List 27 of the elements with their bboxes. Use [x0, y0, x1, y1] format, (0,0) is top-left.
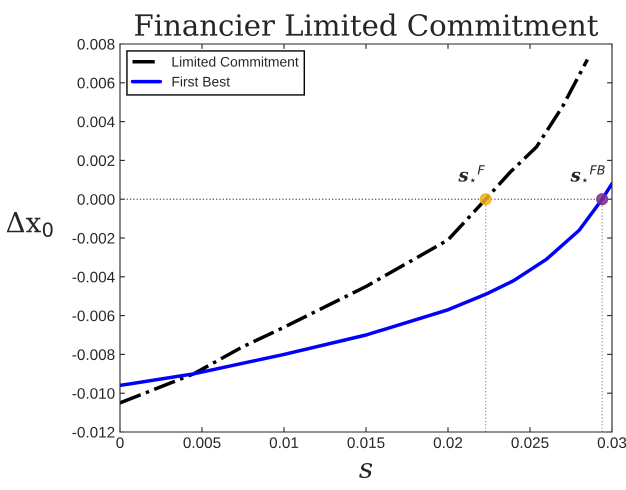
legend-label: Limited Commitment [172, 56, 299, 67]
y-tick-label: 0.002 [78, 155, 114, 166]
x-tick-label: 0.025 [511, 437, 548, 448]
y-axis-title: Δx$_{0}$ [6, 212, 53, 238]
x-tick-label: 0.005 [183, 437, 220, 448]
line-series [120, 182, 612, 388]
x-tick-label: 0.01 [270, 437, 298, 448]
legend-label: First Best [172, 76, 230, 87]
y-tick-label: -0.002 [72, 232, 114, 244]
annotation: s$_{⋆}$$^{FB}$ [570, 165, 605, 183]
x-tick-label: 0.02 [434, 437, 462, 448]
y-tick-label: 0.008 [78, 38, 114, 50]
y-tick-label: -0.012 [72, 426, 114, 438]
y-tick-label: 0.000 [78, 194, 115, 205]
y-tick-label: -0.004 [72, 272, 115, 282]
y-tick-label: -0.008 [72, 349, 114, 360]
x-axis-title: s [359, 462, 372, 478]
y-tick-label: 0.006 [78, 78, 114, 88]
y-tick-label: -0.010 [72, 388, 115, 399]
x-tick-label: 0.03 [598, 437, 626, 448]
annotation: s$_{⋆}$$^{F}$ [458, 165, 485, 183]
x-tick-label: 0 [116, 437, 124, 448]
line-series [120, 58, 590, 405]
x-tick-label: 0.015 [347, 437, 384, 448]
chart-title: Financier Limited Commitment [135, 14, 598, 36]
y-tick-label: -0.006 [72, 310, 114, 322]
y-tick-label: 0.004 [78, 116, 115, 128]
